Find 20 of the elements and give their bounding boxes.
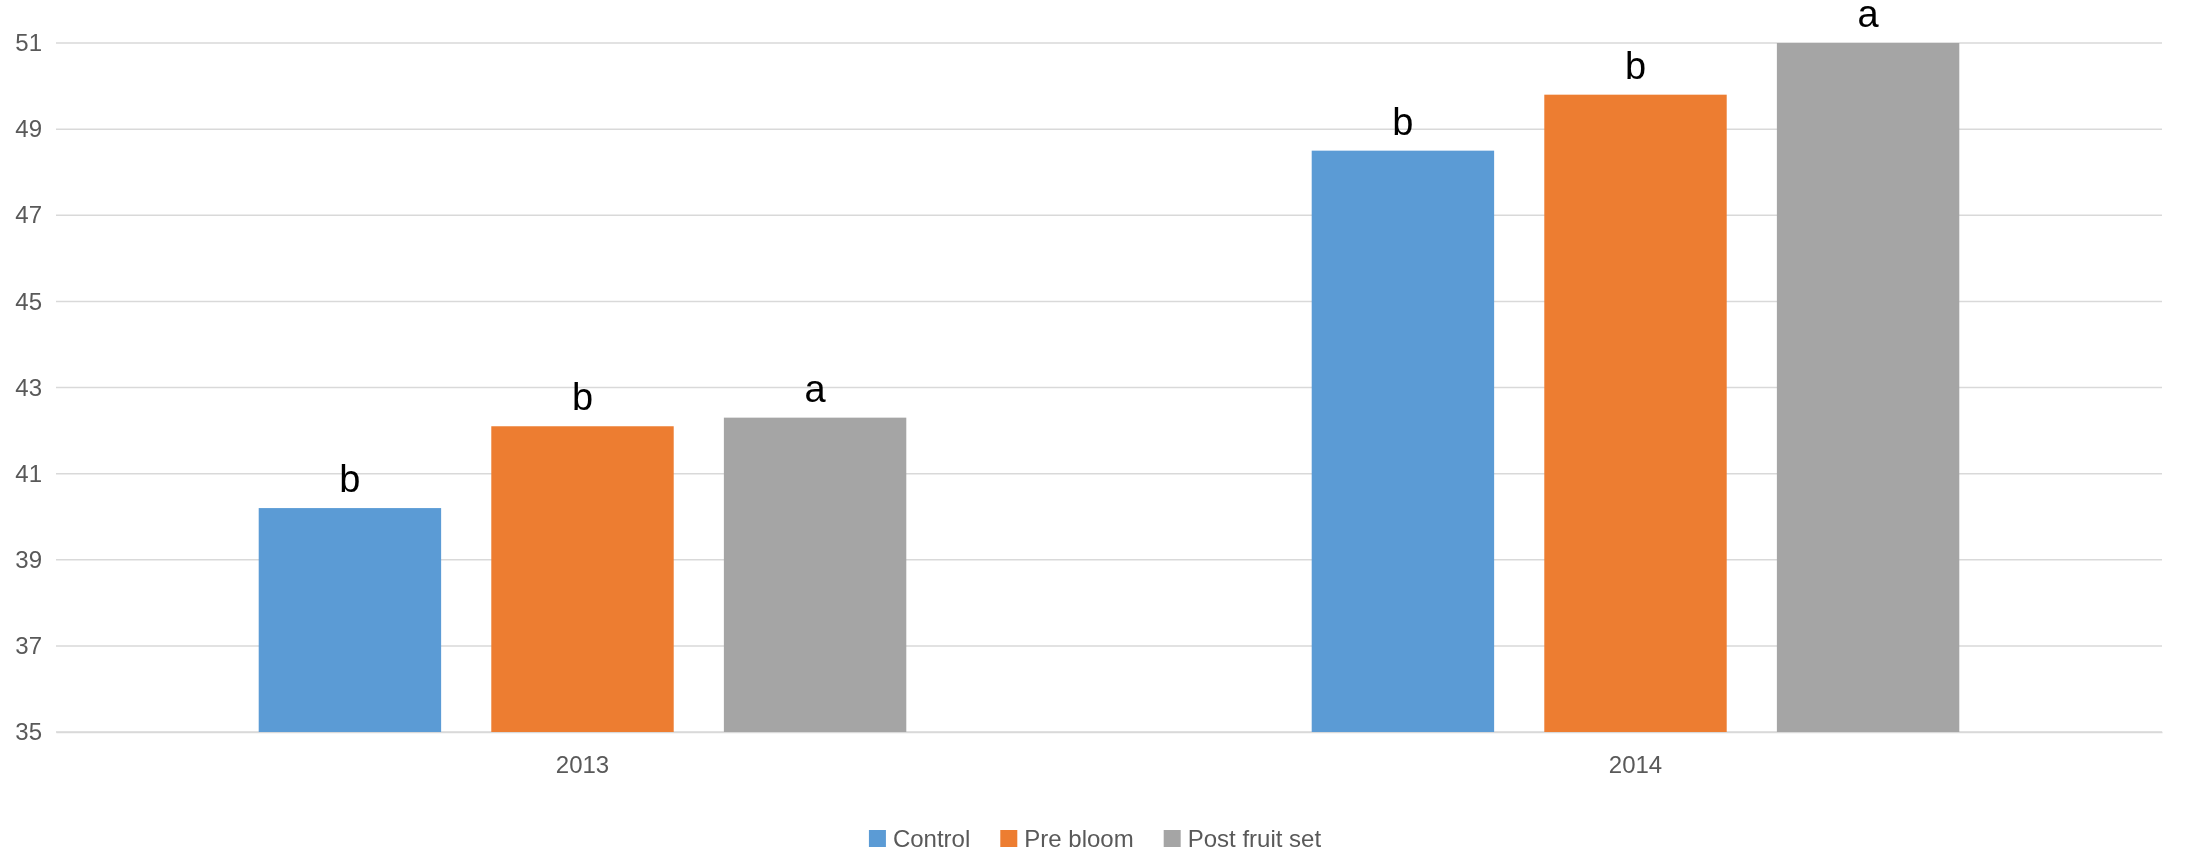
data-label: b [571, 376, 594, 419]
legend-label: Pre bloom [1024, 825, 1134, 852]
y-tick-label: 37 [15, 632, 42, 660]
y-tick-label: 45 [15, 287, 42, 315]
data-label: a [804, 367, 827, 410]
y-tick-label: 41 [15, 459, 42, 487]
y-tick-label: 47 [15, 201, 42, 229]
data-label: b [1624, 44, 1647, 87]
y-tick-label: 43 [15, 373, 42, 401]
data-label: b [1392, 100, 1414, 143]
data-label: a [1857, 0, 1880, 35]
legend-label: Post fruit set [1187, 825, 1322, 852]
y-tick-label: 51 [15, 29, 42, 57]
y-tick-label: 35 [15, 718, 42, 746]
data-label: b [339, 458, 361, 501]
x-tick-label: 2014 [1608, 751, 1663, 779]
legend-label: Control [892, 825, 971, 852]
y-tick-label: 49 [15, 115, 42, 143]
x-tick-label: 2013 [555, 751, 610, 779]
y-tick-label: 39 [15, 545, 42, 573]
